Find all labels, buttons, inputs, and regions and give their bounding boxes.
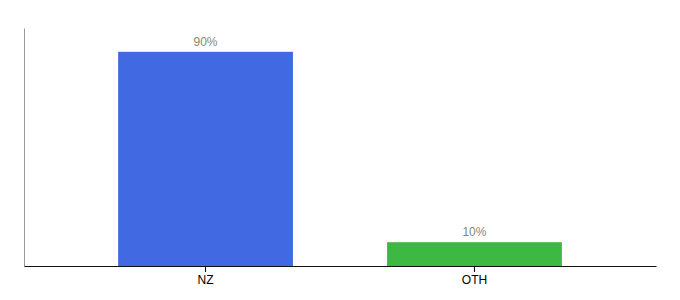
data-label: 90%	[194, 35, 218, 49]
bar	[387, 242, 562, 266]
x-tick-mark	[205, 266, 206, 272]
plot-area: NZ OTH 90% 10%	[25, 29, 657, 287]
bar	[118, 52, 293, 266]
data-label: 10%	[462, 225, 486, 239]
x-tick-label: OTH	[462, 273, 487, 287]
data-labels: 90% 10%	[194, 35, 487, 239]
chart-svg: NZ OTH 90% 10%	[0, 0, 680, 300]
x-axis: NZ OTH	[25, 266, 657, 287]
x-tick: OTH	[462, 266, 487, 287]
x-axis-line	[25, 266, 657, 267]
bars	[118, 52, 562, 266]
x-tick: NZ	[198, 266, 214, 287]
x-tick-label: NZ	[198, 273, 214, 287]
x-tick-mark	[474, 266, 475, 272]
chart-container: NZ OTH 90% 10%	[0, 0, 680, 300]
y-axis	[24, 29, 25, 267]
y-axis-line	[24, 29, 25, 267]
